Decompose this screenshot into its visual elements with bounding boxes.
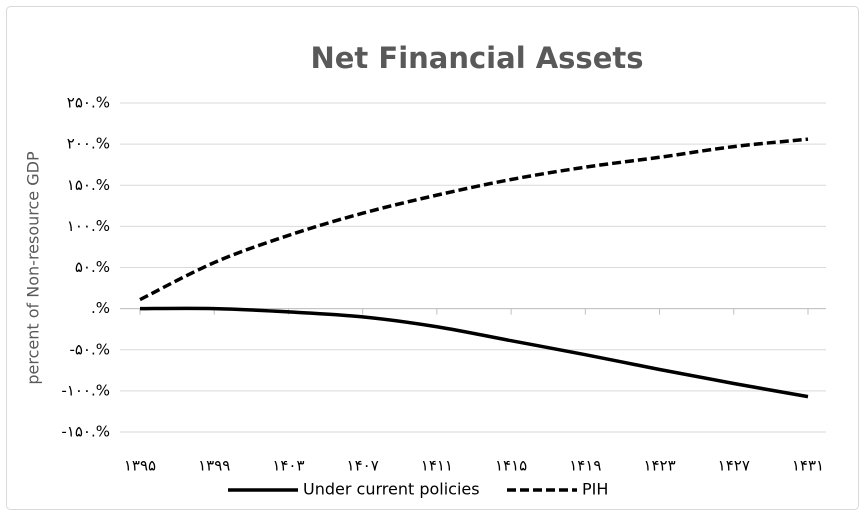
series-line bbox=[139, 137, 809, 302]
x-tick-label: ۱۴۲۷ bbox=[718, 457, 750, 475]
chart-title: Net Financial Assets bbox=[310, 41, 643, 75]
y-tick-label: ۲۰۰.% bbox=[67, 135, 110, 153]
x-tick-label: ۱۴۱۵ bbox=[495, 457, 527, 475]
y-tick-label: .% bbox=[91, 299, 110, 317]
x-tick-label: ۱۴۰۳ bbox=[272, 457, 304, 475]
x-tick-label: ۱۳۹۵ bbox=[124, 457, 156, 475]
y-tick-label: ۱۰۰.% bbox=[67, 217, 110, 235]
x-tick-label: ۱۴۱۱ bbox=[421, 457, 453, 475]
y-tick-label: -۵۰.% bbox=[69, 340, 110, 358]
y-tick-label: ۲۵۰.% bbox=[67, 94, 110, 112]
x-tick-label: ۱۴۰۷ bbox=[347, 457, 379, 475]
y-tick-label: -۱۰۰.% bbox=[61, 381, 110, 399]
y-axis-label: percent of Non-resource GDP bbox=[24, 151, 43, 385]
series-line bbox=[139, 306, 809, 399]
legend-label: PIH bbox=[582, 480, 608, 499]
x-tick-label: ۱۳۹۹ bbox=[198, 457, 230, 475]
x-tick-label: ۱۴۳۱ bbox=[792, 457, 824, 475]
y-tick-label: ۱۵۰.% bbox=[67, 176, 110, 194]
legend-label: Under current policies bbox=[303, 480, 480, 499]
y-tick-label: -۱۵۰.% bbox=[61, 423, 110, 441]
y-tick-label: ۵۰.% bbox=[75, 258, 110, 276]
x-tick-label: ۱۴۱۹ bbox=[569, 457, 601, 475]
chart-border bbox=[6, 6, 859, 510]
x-tick-label: ۱۴۲۳ bbox=[643, 457, 675, 475]
